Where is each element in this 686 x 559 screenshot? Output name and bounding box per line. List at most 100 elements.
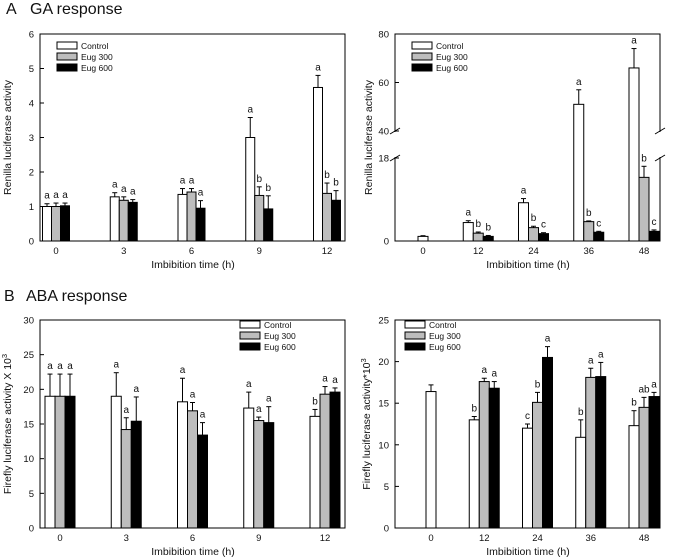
axis-break-mark bbox=[654, 127, 666, 135]
legend-label: Eug 600 bbox=[429, 342, 461, 352]
bar bbox=[44, 395, 56, 529]
significance-letter: a bbox=[332, 375, 338, 386]
bar bbox=[638, 176, 650, 242]
bar bbox=[417, 235, 429, 242]
significance-letter: c bbox=[596, 218, 601, 229]
significance-letter: c bbox=[652, 217, 657, 228]
significance-letter: b bbox=[265, 183, 271, 194]
legend-label: Control bbox=[81, 41, 109, 51]
y-tick-label: 5 bbox=[384, 482, 389, 493]
panel-aba-right: 0 5 10 15 20 25 Firefly luciferase activity*10… bbox=[359, 316, 661, 558]
x-tick-label: 9 bbox=[257, 246, 262, 257]
bar bbox=[130, 420, 142, 529]
significance-letter: a bbox=[190, 390, 196, 401]
section-a-label: A bbox=[6, 1, 17, 18]
significance-letter: a bbox=[62, 190, 68, 201]
section-b-label: B bbox=[4, 288, 15, 305]
bar bbox=[263, 208, 274, 242]
bar bbox=[42, 206, 52, 242]
x-tick-label: 9 bbox=[256, 533, 261, 544]
significance-letter: a bbox=[491, 369, 497, 380]
bar bbox=[468, 419, 480, 529]
y-tick-label: 25 bbox=[378, 316, 389, 327]
y-tick-label: 5 bbox=[29, 489, 34, 500]
bar bbox=[478, 381, 490, 529]
significance-letter: b bbox=[256, 174, 262, 185]
significance-letter: a bbox=[180, 176, 186, 187]
legend-swatch bbox=[56, 41, 78, 50]
bar bbox=[538, 233, 549, 242]
bar bbox=[648, 230, 660, 242]
legend-swatch bbox=[56, 52, 78, 61]
x-tick-label: 0 bbox=[57, 533, 62, 544]
bar bbox=[120, 429, 132, 529]
legend-label: Control bbox=[429, 320, 457, 330]
y-axis-label: Renilla luciferase activity bbox=[363, 79, 375, 195]
significance-letter: b bbox=[471, 404, 477, 415]
bar bbox=[177, 401, 188, 529]
x-tick-label: 6 bbox=[189, 246, 194, 257]
legend-swatch bbox=[411, 52, 433, 61]
bar bbox=[177, 193, 188, 242]
significance-letter: a bbox=[133, 384, 139, 395]
bar bbox=[263, 422, 275, 529]
significance-letter: a bbox=[266, 394, 272, 405]
bar bbox=[186, 191, 197, 242]
bar bbox=[532, 401, 543, 529]
bar bbox=[64, 395, 76, 529]
significance-letter: a bbox=[521, 186, 527, 197]
bar bbox=[109, 196, 120, 242]
legend-label: Eug 300 bbox=[264, 331, 296, 341]
y-tick-label: 25 bbox=[23, 350, 34, 361]
significance-letter: b bbox=[578, 407, 584, 418]
bar bbox=[528, 227, 539, 242]
y-tick-label: 20 bbox=[378, 357, 389, 368]
bar bbox=[197, 434, 208, 529]
significance-letter: a bbox=[481, 365, 487, 376]
legend-label: Eug 600 bbox=[81, 63, 113, 73]
legend-label: Eug 600 bbox=[436, 63, 468, 73]
y-axis-label: Firefly luciferase activity X 103 bbox=[0, 354, 14, 494]
legend-label: Eug 300 bbox=[436, 52, 468, 62]
y-axis-label-exponent: 3 bbox=[0, 354, 9, 358]
legend-label: Eug 300 bbox=[81, 52, 113, 62]
x-tick-label: 48 bbox=[639, 533, 650, 544]
significance-letter: a bbox=[123, 405, 129, 416]
significance-letter: b bbox=[631, 398, 637, 409]
bar bbox=[482, 235, 494, 242]
bar bbox=[245, 137, 256, 242]
y-tick-label: 0 bbox=[29, 524, 34, 535]
significance-letter: a bbox=[247, 104, 253, 115]
x-tick-label: 36 bbox=[583, 246, 594, 257]
bar bbox=[585, 376, 597, 529]
significance-letter: a bbox=[576, 77, 582, 88]
significance-letter: a bbox=[113, 360, 119, 371]
significance-letter: a bbox=[130, 187, 136, 198]
x-axis-label: Imbibition time (h) bbox=[486, 546, 569, 558]
bar bbox=[462, 222, 474, 242]
y-tick-label: 10 bbox=[378, 440, 389, 451]
significance-letter: ab bbox=[638, 384, 650, 395]
significance-letter: b bbox=[641, 153, 647, 164]
y-tick-label: 0 bbox=[384, 524, 389, 535]
x-tick-label: 3 bbox=[124, 533, 129, 544]
y-tick-label: 6 bbox=[29, 30, 34, 41]
significance-letter: a bbox=[315, 62, 321, 73]
significance-letter: a bbox=[256, 404, 262, 415]
bar bbox=[60, 205, 70, 242]
legend-swatch bbox=[239, 331, 261, 340]
significance-letter: c bbox=[541, 220, 546, 231]
significance-letter: a bbox=[57, 361, 63, 372]
legend-label: Eug 600 bbox=[264, 342, 296, 352]
y-tick-label: 30 bbox=[23, 316, 34, 327]
bar bbox=[118, 199, 129, 242]
significance-letter: a bbox=[44, 191, 50, 202]
section-b-title: ABA response bbox=[26, 288, 128, 305]
y-tick-label: 15 bbox=[23, 420, 34, 431]
x-tick-label: 0 bbox=[428, 533, 433, 544]
y-axis-label: Renilla luciferase activity bbox=[2, 79, 14, 195]
significance-letter: a bbox=[545, 334, 551, 345]
